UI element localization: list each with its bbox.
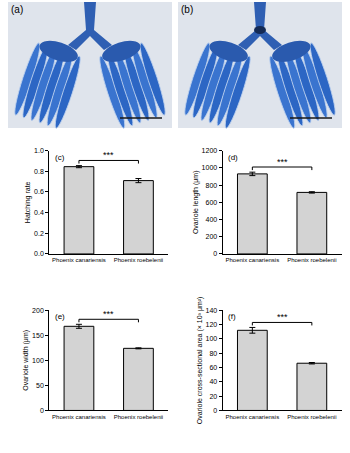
svg-text:***: ***: [277, 312, 288, 322]
svg-text:0: 0: [40, 407, 44, 414]
svg-text:(f): (f): [228, 312, 236, 321]
svg-text:Phoenix roebelenii: Phoenix roebelenii: [287, 257, 336, 263]
svg-text:Phoenix canariensis: Phoenix canariensis: [52, 414, 106, 420]
svg-text:200: 200: [206, 233, 218, 240]
svg-text:0.6: 0.6: [34, 188, 44, 195]
svg-text:1000: 1000: [202, 164, 218, 171]
svg-text:***: ***: [103, 309, 114, 319]
svg-text:0.0: 0.0: [34, 250, 44, 257]
svg-text:Phoenix canariensis: Phoenix canariensis: [225, 414, 279, 420]
svg-text:Phoenix roebelenii: Phoenix roebelenii: [114, 257, 163, 263]
svg-text:0.8: 0.8: [34, 168, 44, 175]
svg-text:0.2: 0.2: [34, 230, 44, 237]
svg-text:100: 100: [206, 335, 218, 342]
svg-text:80: 80: [209, 350, 217, 357]
svg-text:1200: 1200: [202, 147, 218, 154]
svg-text:Phoenix canariensis: Phoenix canariensis: [52, 257, 106, 263]
svg-text:0: 0: [213, 407, 217, 414]
svg-text:0: 0: [213, 250, 217, 257]
svg-text:(a): (a): [11, 4, 23, 15]
svg-text:(d): (d): [228, 153, 238, 162]
svg-text:120: 120: [206, 321, 218, 328]
svg-text:Phoenix roebelenii: Phoenix roebelenii: [287, 414, 336, 420]
svg-text:(b): (b): [181, 4, 193, 15]
svg-text:60: 60: [209, 364, 217, 371]
svg-text:(c): (c): [55, 153, 65, 162]
svg-text:Ovariole cross-sectional area: Ovariole cross-sectional area (× 10³ μm²…: [196, 297, 204, 425]
svg-text:200: 200: [32, 307, 44, 314]
svg-text:Phoenix roebelenii: Phoenix roebelenii: [114, 414, 163, 420]
svg-text:0.4: 0.4: [34, 209, 44, 216]
svg-text:150: 150: [32, 332, 44, 339]
svg-text:400: 400: [206, 216, 218, 223]
svg-text:Hatching rate: Hatching rate: [24, 181, 32, 223]
svg-text:Ovariole width (μm): Ovariole width (μm): [22, 330, 30, 391]
svg-text:***: ***: [103, 150, 114, 160]
svg-text:1.0: 1.0: [34, 147, 44, 154]
svg-text:***: ***: [277, 157, 288, 167]
svg-text:800: 800: [206, 182, 218, 189]
svg-text:600: 600: [206, 199, 218, 206]
svg-text:50: 50: [36, 382, 44, 389]
svg-text:20: 20: [209, 393, 217, 400]
svg-text:Ovariole length (μm): Ovariole length (μm): [192, 171, 200, 235]
svg-text:(e): (e): [55, 312, 65, 321]
svg-text:140: 140: [206, 307, 218, 314]
svg-text:40: 40: [209, 378, 217, 385]
svg-text:Phoenix canariensis: Phoenix canariensis: [225, 257, 279, 263]
svg-text:100: 100: [32, 357, 44, 364]
